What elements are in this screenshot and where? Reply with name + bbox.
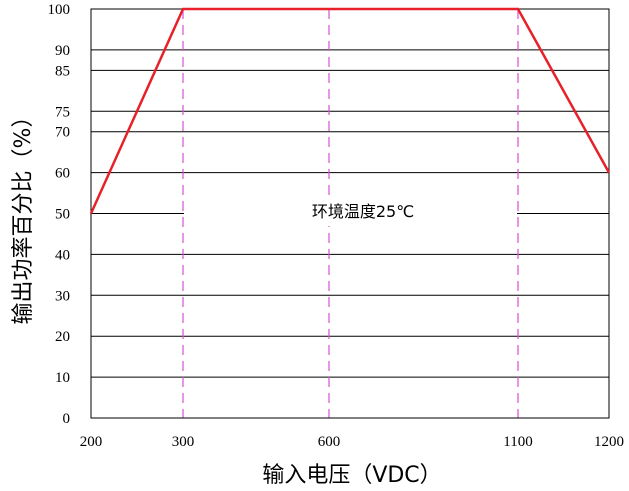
y-tick-label-100: 100	[48, 2, 71, 18]
y-tick-label-50: 50	[55, 207, 70, 223]
y-tick-label-40: 40	[55, 247, 70, 263]
x-tick-label-200: 200	[80, 434, 103, 450]
x-axis-title: 输入电压（VDC）	[262, 463, 441, 488]
y-tick-label-60: 60	[55, 166, 70, 182]
y-tick-label-70: 70	[55, 125, 70, 141]
y-tick-label-0: 0	[63, 411, 71, 427]
x-tick-labels: 200 300 600 1100 1200	[80, 434, 624, 450]
y-tick-label-10: 10	[55, 370, 70, 386]
y-tick-label-85: 85	[55, 63, 70, 79]
x-tick-label-600: 600	[318, 434, 341, 450]
y-tick-label-20: 20	[55, 329, 70, 345]
y-tick-label-75: 75	[55, 104, 70, 120]
y-axis-title: 输出功率百分比（%）	[11, 106, 36, 325]
y-tick-label-90: 90	[55, 43, 70, 59]
x-tick-label-300: 300	[172, 434, 195, 450]
y-tick-labels: 0 10 20 30 40 50 60 70 75 85 90 100	[48, 2, 71, 427]
x-tick-label-1100: 1100	[503, 434, 532, 450]
y-tick-label-30: 30	[55, 288, 70, 304]
x-tick-label-1200: 1200	[594, 434, 624, 450]
annotation-temperature: 环境温度25℃	[312, 202, 414, 221]
